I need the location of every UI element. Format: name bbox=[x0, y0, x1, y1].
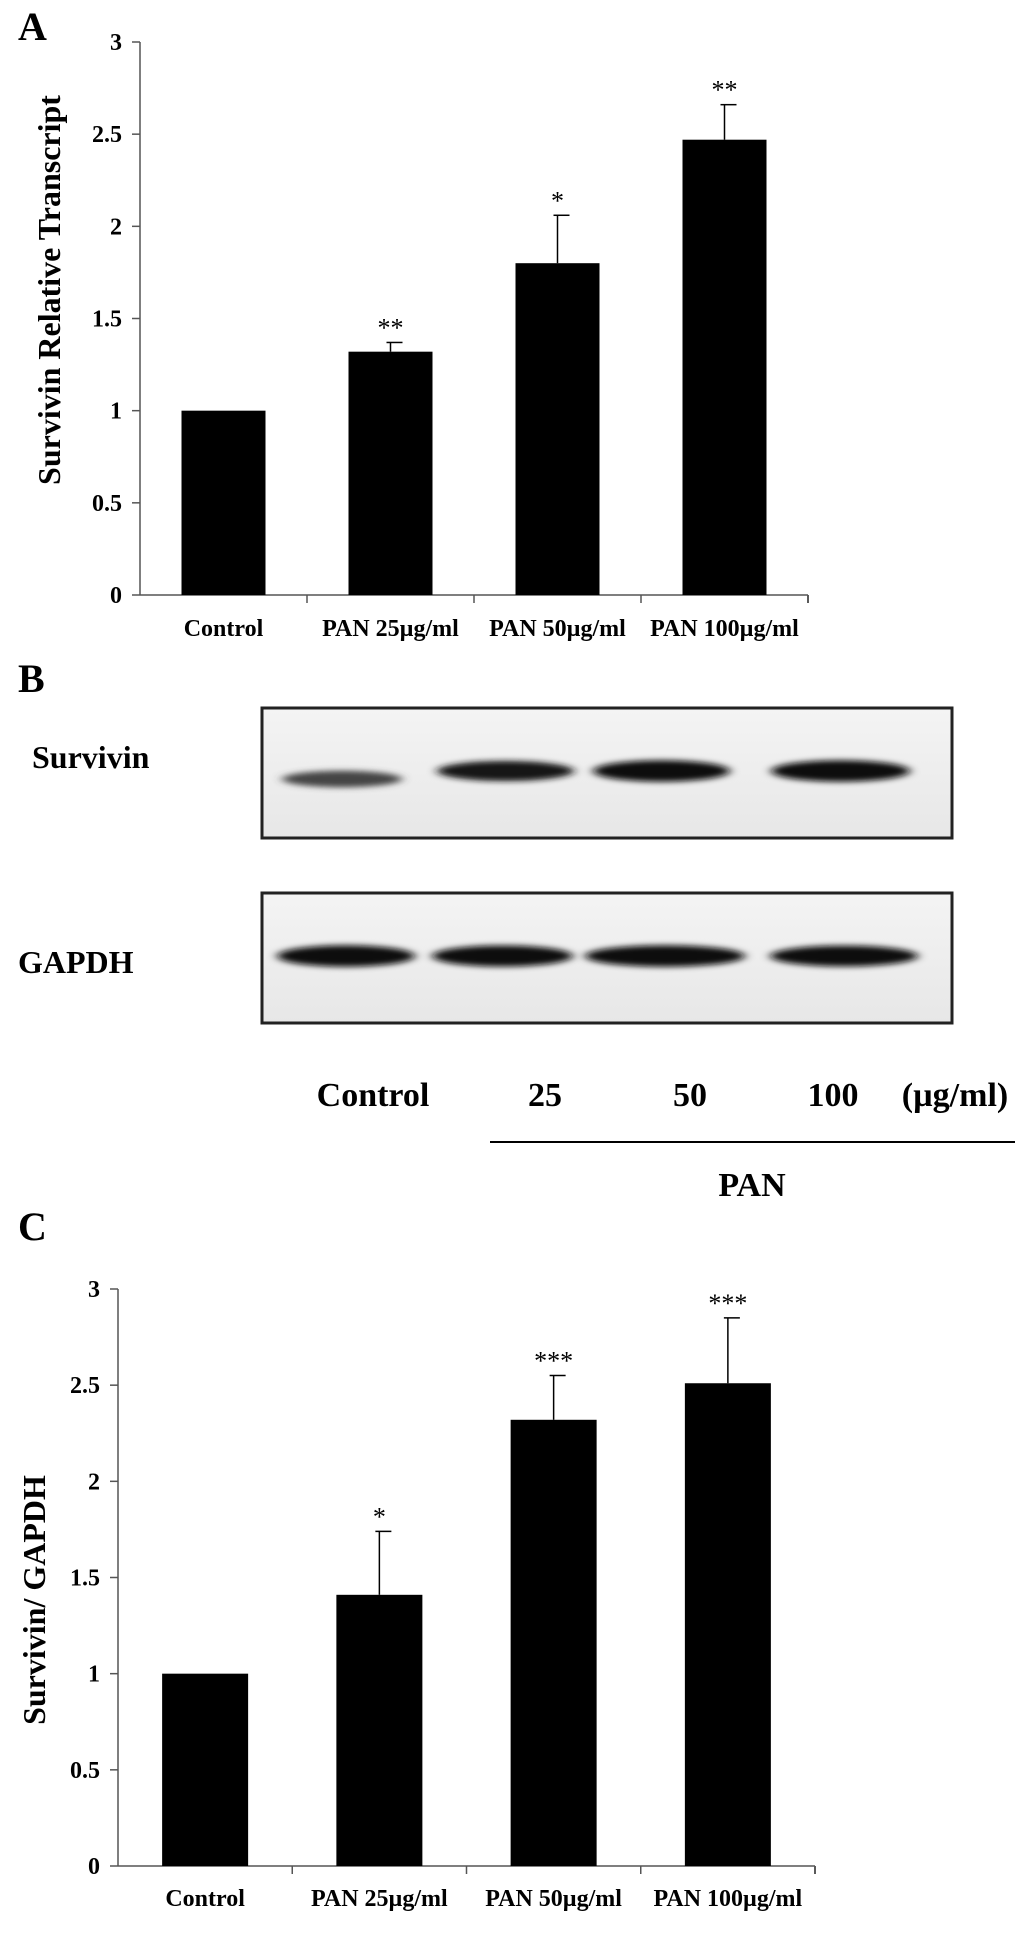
lane-label-50: 50 bbox=[673, 1077, 707, 1114]
bar bbox=[336, 1594, 423, 1866]
y-tick-label: 2 bbox=[88, 1469, 100, 1495]
bar bbox=[510, 1419, 597, 1866]
lane-label-25: 25 bbox=[528, 1077, 562, 1114]
panel-letter-b: B bbox=[18, 656, 45, 701]
x-tick-label: PAN 50µg/ml bbox=[485, 1886, 622, 1912]
y-tick-label: 3 bbox=[110, 30, 122, 56]
y-tick-label: 2 bbox=[110, 214, 122, 240]
significance-label: * bbox=[373, 1502, 386, 1531]
x-tick-label: PAN 25µg/ml bbox=[311, 1886, 448, 1912]
x-tick-label: PAN 50µg/ml bbox=[489, 616, 626, 642]
blot-band bbox=[437, 760, 574, 782]
band-row-gapdh bbox=[277, 945, 918, 967]
chart-a: A Survivin Relative Transcript 0 0.5 1 1.5 2… bbox=[18, 4, 809, 642]
chart-c-ylabel: Survivin/ GAPDH bbox=[16, 1475, 52, 1725]
x-tick-label: Control bbox=[165, 1886, 245, 1912]
y-tick-label: 1.5 bbox=[70, 1566, 100, 1592]
blot-band bbox=[432, 945, 573, 967]
blot-band bbox=[770, 945, 918, 967]
y-tick-label: 2.5 bbox=[92, 122, 122, 148]
bar bbox=[181, 410, 266, 595]
y-tick-label: 2.5 bbox=[70, 1373, 100, 1399]
blot-label-survivin: Survivin bbox=[32, 739, 150, 775]
blot-band bbox=[593, 760, 730, 782]
significance-label: ** bbox=[378, 313, 404, 342]
blot-band bbox=[771, 760, 910, 782]
bar bbox=[684, 1383, 771, 1866]
bar bbox=[515, 263, 600, 595]
blot-band bbox=[282, 770, 402, 788]
y-tick-label: 0 bbox=[110, 583, 122, 609]
x-tick-label: PAN 100µg/ml bbox=[650, 616, 799, 642]
y-tick-label: 0 bbox=[88, 1854, 100, 1880]
significance-label: *** bbox=[534, 1347, 573, 1376]
y-tick-label: 0.5 bbox=[70, 1758, 100, 1784]
x-tick-label: PAN 25µg/ml bbox=[322, 616, 459, 642]
blot-panel: B Survivin GAPDH Control 25 50 100 (µg/m… bbox=[18, 656, 1015, 1204]
chart-a-ylabel: Survivin Relative Transcript bbox=[31, 95, 67, 485]
x-tick-label: Control bbox=[184, 616, 264, 642]
chart-c: C Survivin/ GAPDH 0 0.5 1 1.5 2 2.5 3 Control * P… bbox=[16, 1204, 816, 1912]
bar bbox=[162, 1673, 249, 1866]
y-tick-label: 1 bbox=[110, 399, 122, 425]
y-tick-label: 1.5 bbox=[92, 307, 122, 333]
y-tick-label: 0.5 bbox=[92, 491, 122, 517]
blot-band bbox=[277, 945, 415, 967]
significance-label: ** bbox=[712, 76, 738, 105]
band-row-survivin bbox=[282, 760, 910, 788]
bar bbox=[348, 351, 433, 595]
significance-label: * bbox=[551, 186, 564, 215]
blot-band bbox=[585, 945, 745, 967]
lane-label-unit: (µg/ml) bbox=[902, 1077, 1008, 1114]
significance-label: *** bbox=[708, 1289, 747, 1318]
panel-letter-a: A bbox=[18, 4, 47, 49]
pan-group-label: PAN bbox=[718, 1167, 786, 1204]
blot-label-gapdh: GAPDH bbox=[18, 944, 134, 980]
y-tick-label: 1 bbox=[88, 1662, 100, 1688]
x-tick-label: PAN 100µg/ml bbox=[654, 1886, 803, 1912]
panel-letter-c: C bbox=[18, 1204, 47, 1249]
bar bbox=[682, 139, 767, 596]
lane-label-100: 100 bbox=[808, 1077, 859, 1114]
lane-label-control: Control bbox=[317, 1077, 430, 1114]
y-tick-label: 3 bbox=[88, 1277, 100, 1303]
